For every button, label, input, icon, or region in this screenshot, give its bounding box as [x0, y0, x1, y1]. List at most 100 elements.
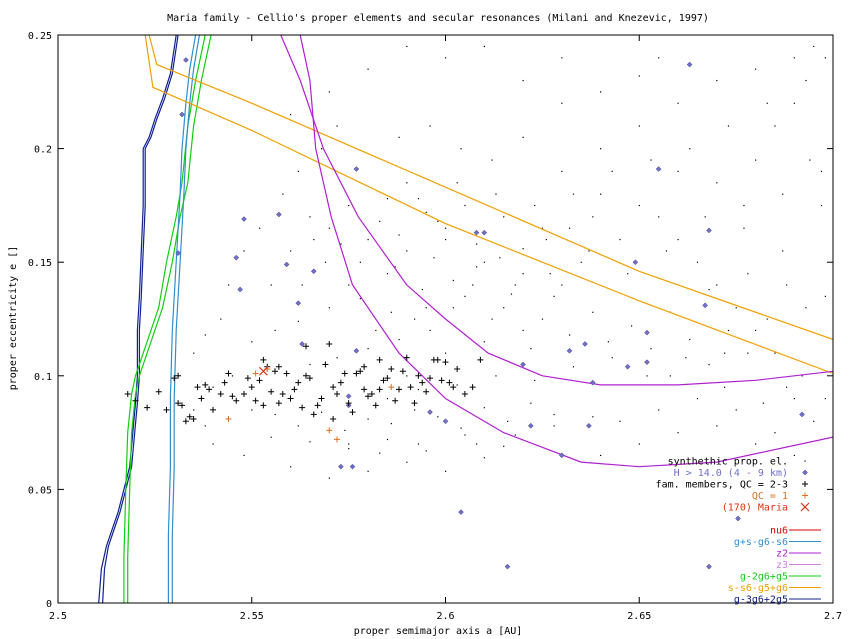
x-tick-label: 2.6 [436, 611, 454, 622]
synthetic-point [394, 266, 396, 268]
plus-point [376, 386, 383, 393]
legend-label: nu6 [770, 526, 788, 537]
plus-point [291, 386, 298, 393]
plus-point [248, 384, 255, 391]
y-axis-label: proper eccentricity e [] [8, 246, 19, 391]
synthetic-point [464, 295, 466, 297]
plus-point [427, 375, 433, 382]
synthetic-point [204, 425, 206, 427]
synthetic-point [824, 398, 826, 400]
diamond-point [241, 216, 247, 222]
y-tick-label: 0.15 [28, 258, 52, 269]
diamond-point [520, 361, 526, 368]
synthetic-point [375, 329, 377, 332]
synthetic-point [425, 211, 427, 213]
plus-point [477, 356, 484, 363]
synthetic-point [607, 341, 609, 343]
plus-point [334, 436, 340, 443]
synthetic-point [212, 443, 214, 445]
synthetic-point [491, 318, 493, 320]
legend-marker [735, 515, 741, 522]
synthetic-point [445, 470, 447, 472]
synthetic-point [243, 454, 245, 457]
synthetic-point [600, 148, 602, 150]
synthetic-point [813, 420, 815, 422]
synthetic-point [348, 204, 350, 207]
synthetic-point [747, 273, 749, 275]
plus-point [252, 370, 259, 377]
synthetic-point [820, 170, 823, 173]
plus-point [229, 393, 236, 400]
synthetic-point [309, 441, 311, 443]
synthetic-point [406, 375, 408, 377]
plus-point [175, 400, 182, 407]
synthetic-point [716, 79, 718, 82]
synthetic-point [793, 454, 795, 457]
curve-g-3g6-2g5 [98, 35, 177, 603]
legend-marker [802, 481, 808, 487]
synthetic-point [658, 409, 660, 411]
plus-point [272, 368, 278, 375]
x-tick-label: 2.7 [824, 611, 842, 622]
plus-point [446, 379, 453, 386]
synthetic-point [727, 125, 730, 127]
legend-label: g-3g6+2g5 [734, 595, 788, 606]
plus-point [322, 361, 329, 368]
synthetic-point [348, 448, 350, 450]
synthetic-point [251, 409, 253, 411]
diamond-point [276, 211, 282, 218]
synthetic-point [340, 243, 342, 245]
diamond-point [702, 302, 708, 309]
synthetic-point [483, 341, 485, 343]
plus-point [372, 402, 379, 409]
synthetic-point [390, 311, 392, 313]
x-tick-label: 2.55 [240, 611, 264, 622]
synthetic-point [456, 384, 458, 386]
plus-point [260, 402, 267, 409]
synthetic-point [359, 298, 361, 300]
diamond-point [655, 166, 662, 172]
synthetic-point [824, 295, 826, 297]
synthetic-point [553, 295, 555, 297]
diamond-point [353, 166, 360, 172]
synthetic-point [588, 250, 590, 252]
synthetic-point [747, 352, 749, 354]
synthetic-point [553, 425, 555, 427]
synthetic-point [755, 68, 757, 70]
synthetic-point [805, 79, 807, 82]
plus-point [275, 363, 282, 370]
synthetic-point [572, 366, 575, 368]
synthetic-point [514, 284, 516, 286]
curve-g-2g6-g5 [123, 35, 206, 603]
synthetic-point [476, 243, 478, 245]
synthetic-point [638, 125, 640, 127]
synthetic-point [414, 318, 416, 320]
synthetic-point [766, 318, 768, 320]
synthetic-point [367, 418, 369, 420]
synthetic-point [619, 420, 621, 422]
synthetic-point [398, 338, 400, 341]
curve-s-s6-g5-g6 [144, 35, 833, 375]
synthetic-point [452, 307, 454, 309]
plus-point [442, 359, 449, 366]
synthetic-point [689, 148, 691, 150]
plus-point [361, 386, 368, 393]
synthetic-point [445, 238, 447, 241]
synthetic-point [417, 443, 420, 445]
legend: synthethic prop. el.H > 14.0 (4 - 9 km)f… [656, 457, 821, 606]
plus-point [419, 379, 426, 386]
synthetic-point [824, 57, 826, 59]
legend-label: z2 [776, 549, 788, 560]
synthetic-point [251, 341, 253, 343]
synthetic-point [476, 443, 478, 445]
synthetic-point [677, 102, 679, 104]
synthetic-point [685, 357, 687, 359]
diamond-point [706, 227, 712, 234]
synthetic-point [297, 320, 299, 322]
synthetic-point [805, 307, 807, 309]
plus-point [326, 427, 333, 434]
plus-point [353, 370, 360, 377]
synthetic-point [545, 238, 547, 241]
synthetic-point [592, 216, 594, 218]
legend-marker [802, 492, 808, 499]
